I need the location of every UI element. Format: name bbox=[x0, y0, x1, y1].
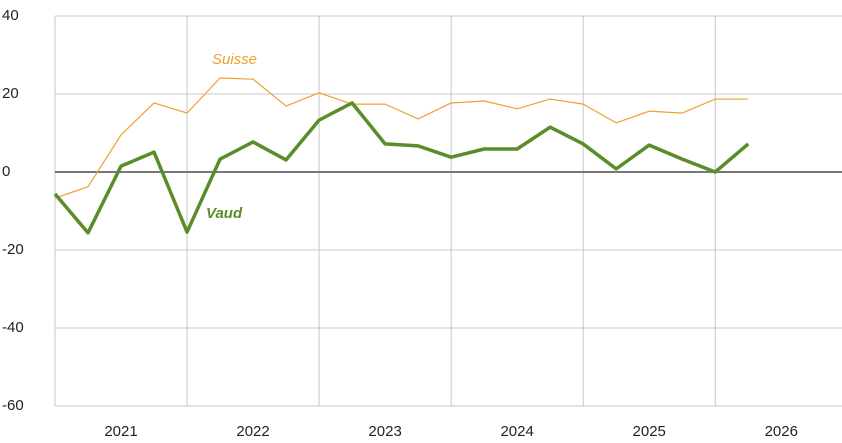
line-series bbox=[53, 101, 750, 235]
x-tick-label: 2023 bbox=[368, 423, 401, 440]
line-series bbox=[54, 77, 749, 199]
y-tick-label: -20 bbox=[2, 241, 24, 258]
y-tick-label: 40 bbox=[2, 7, 19, 24]
series-label: Vaud bbox=[206, 205, 243, 222]
x-tick-label: 2026 bbox=[765, 423, 798, 440]
y-tick-label: -40 bbox=[2, 319, 24, 336]
series-label: Suisse bbox=[212, 51, 257, 68]
y-tick-label: 0 bbox=[2, 163, 10, 180]
y-tick-label: -60 bbox=[2, 397, 24, 414]
x-tick-label: 2021 bbox=[104, 423, 137, 440]
x-tick-label: 2025 bbox=[633, 423, 666, 440]
x-tick-label: 2024 bbox=[500, 423, 533, 440]
x-tick-label: 2022 bbox=[236, 423, 269, 440]
y-tick-label: 20 bbox=[2, 85, 19, 102]
